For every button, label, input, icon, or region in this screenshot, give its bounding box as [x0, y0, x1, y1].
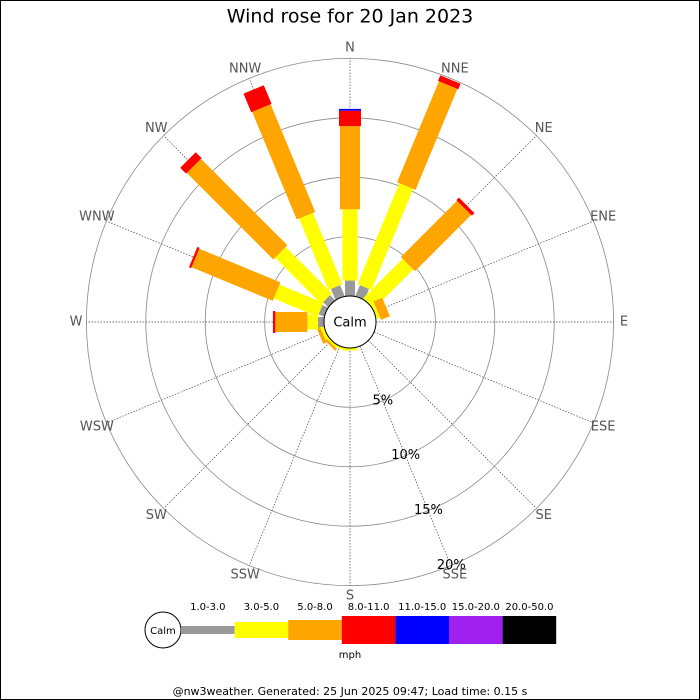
legend-label: 15.0-20.0 [452, 602, 500, 613]
labels: 5% 10% 15% 20% N NNE NE ENE E ESE SE SSE S SSW SW WSW W W… [70, 41, 629, 604]
direction-label: NNE [441, 61, 469, 76]
direction-label: WSW [80, 419, 114, 434]
legend-swatch [341, 616, 396, 644]
bar-segment [342, 209, 358, 281]
bar-segment [275, 247, 332, 304]
legend-label: 8.0-11.0 [348, 602, 390, 613]
legend-swatch [234, 622, 289, 638]
direction-label: SSW [230, 568, 260, 583]
bar-segment [315, 324, 327, 344]
ring-label: 15% [414, 503, 443, 518]
direction-label: ENE [590, 210, 616, 225]
bar-segment [371, 303, 381, 319]
spoke [163, 340, 332, 509]
ring-label: 5% [373, 393, 394, 408]
direction-label: S [346, 589, 354, 604]
bar-segment [456, 197, 475, 216]
legend-label: 5.0-8.0 [297, 602, 332, 613]
bar-segment [363, 258, 414, 309]
direction-label: W [70, 315, 83, 330]
bar-segment [339, 108, 361, 111]
direction-label: NNW [229, 61, 261, 76]
bar-segment [299, 212, 343, 290]
ring-label: 20% [437, 558, 466, 573]
bar-segment [318, 317, 324, 327]
direction-label: N [345, 41, 355, 56]
legend-swatch [288, 620, 342, 640]
direction-label: WNW [79, 210, 115, 225]
bar-segment [275, 312, 308, 332]
bar-segment [397, 81, 458, 190]
spoke [368, 340, 537, 509]
bar-segment [357, 183, 414, 290]
legend-label: 20.0-50.0 [505, 602, 553, 613]
bar-segment [180, 152, 202, 174]
bar-segment [272, 311, 276, 333]
spoke [248, 345, 341, 566]
direction-label: SSE [442, 568, 467, 583]
spoke [359, 345, 452, 566]
bar-segment [318, 305, 328, 317]
bar-segment [252, 104, 316, 220]
legend-title: mph [339, 650, 361, 661]
bar-segment [437, 75, 461, 90]
bar-segment [400, 200, 472, 272]
bar-segment [345, 280, 355, 296]
direction-label: ESE [591, 419, 616, 434]
direction-label: NW [145, 121, 168, 136]
bar-segment [330, 285, 345, 300]
bar-segment [191, 248, 281, 301]
ring-label: 10% [391, 448, 420, 463]
legend-calm-label: Calm [150, 626, 176, 637]
spoke [373, 331, 594, 424]
direction-label: SW [146, 508, 167, 523]
bar-segment [342, 348, 358, 351]
calm-label: Calm [333, 316, 366, 331]
direction-label: NE [535, 121, 553, 136]
legend-swatch [502, 616, 557, 644]
legend-swatch [181, 626, 235, 634]
bar-segment [273, 284, 324, 317]
direction-label: E [620, 315, 628, 330]
legend-label: 1.0-3.0 [190, 602, 225, 613]
bar-segment [319, 325, 329, 341]
bar-segment [339, 110, 361, 127]
bar-segment [243, 85, 272, 113]
legend-swatch [449, 616, 503, 644]
spoke [373, 220, 594, 313]
bar-segment [188, 246, 200, 269]
spoke [106, 331, 327, 424]
legend: Calm mph 1.0-3.0 3.0-5.0 5.0-8.0 8.0-11.0 11… [144, 602, 557, 661]
bars [180, 75, 475, 352]
footer: @nw3weather. Generated: 25 Jun 2025 09:4… [173, 685, 528, 698]
legend-label: 11.0-15.0 [398, 602, 446, 613]
chart-title: Wind rose for 20 Jan 2023 [227, 6, 474, 28]
bar-segment [373, 297, 390, 320]
bar-segment [323, 295, 336, 308]
direction-label: SE [536, 508, 552, 523]
bar-segment [340, 126, 360, 210]
legend-swatch [395, 616, 449, 644]
bar-segment [307, 314, 319, 330]
bar-segment [186, 158, 288, 260]
calm-circle [323, 295, 377, 349]
legend-label: 3.0-5.0 [244, 602, 279, 613]
